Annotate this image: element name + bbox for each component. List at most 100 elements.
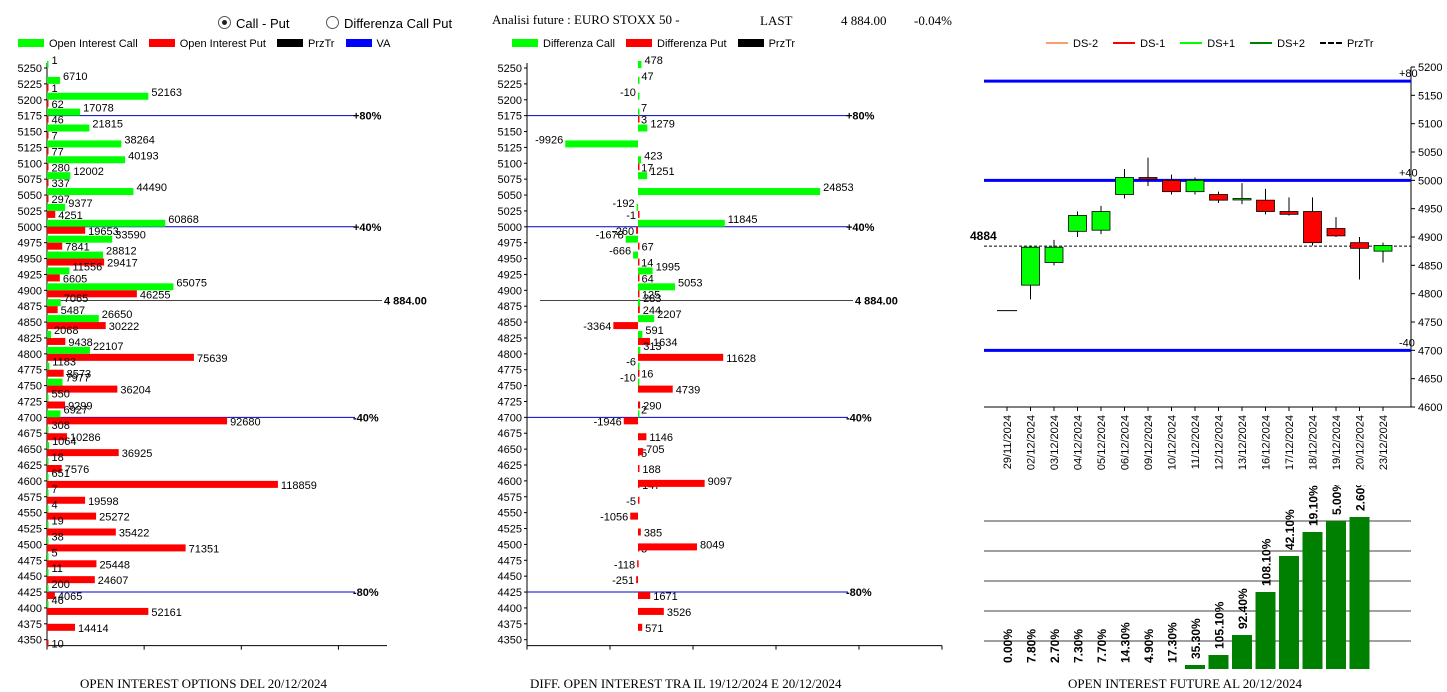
label-diff-call: 1995 — [656, 261, 680, 273]
candle-up — [1068, 215, 1087, 232]
label-call: 200 — [52, 579, 70, 591]
label-call: 38 — [52, 531, 64, 543]
label-put: 30222 — [109, 321, 140, 333]
bar-put — [47, 306, 58, 314]
swatch-prztr3 — [1320, 42, 1343, 44]
bar-diff-call — [636, 203, 639, 211]
strike-label: 4975 — [18, 238, 42, 250]
candle-up — [1021, 246, 1040, 286]
strike-label: 4400 — [498, 603, 522, 615]
label-diff-put: -251 — [612, 575, 634, 587]
last-value: 4 884.00 — [841, 13, 887, 28]
y-tick-label: 5200 — [1418, 62, 1442, 74]
label-put: 280 — [52, 162, 70, 174]
date-label: 03/12/2024 — [1049, 415, 1061, 470]
candle-down — [1256, 199, 1275, 212]
bar-call — [47, 346, 90, 354]
y-tick-label: 4650 — [1418, 374, 1442, 386]
future-oi-bar — [1279, 556, 1299, 669]
label-diff-put-extra: 9097 — [708, 476, 732, 488]
x-tick-label: 50000 — [129, 654, 160, 655]
radio-unselected-icon — [326, 16, 339, 29]
strike-label: 4550 — [18, 508, 42, 520]
legend-prztr2: PrzTr — [768, 38, 796, 50]
bar-call — [47, 315, 99, 323]
strike-label: 5025 — [498, 206, 522, 218]
label-call: 26650 — [102, 309, 133, 321]
bar-diff-call — [638, 267, 653, 275]
strike-label: 5125 — [498, 142, 522, 154]
strike-label: 4875 — [18, 301, 42, 313]
candle-down — [1138, 177, 1158, 180]
date-label: 19/12/2024 — [1331, 415, 1343, 470]
bar-diff-put — [638, 369, 640, 377]
strike-label: 4950 — [498, 254, 522, 266]
label-diff-put: 3526 — [667, 607, 691, 619]
bar-put — [47, 195, 49, 203]
bar-call — [47, 362, 50, 370]
bar-call — [47, 140, 122, 148]
label-diff-call: 2 — [641, 404, 647, 416]
radio-differenza[interactable]: Differenza Call Put — [326, 16, 452, 31]
y-tick-label: 5050 — [1418, 147, 1442, 159]
label-put: 118859 — [281, 480, 317, 492]
bar-call — [47, 585, 49, 593]
strike-label: 5250 — [18, 63, 42, 75]
caption-chart1: OPEN INTEREST OPTIONS DEL 20/12/2024 — [80, 676, 327, 691]
last-change: -0.04% — [914, 13, 952, 28]
price-label: 4 884.00 — [855, 295, 898, 307]
bar-call — [47, 299, 61, 307]
bar-diff-put-extra — [638, 543, 697, 551]
future-oi-label: 2.70% — [1048, 629, 1062, 663]
bar-diff-call — [637, 92, 640, 100]
bar-call — [47, 251, 103, 259]
bar-put — [47, 496, 86, 504]
label-call: 6927 — [63, 404, 87, 416]
label-put: 4065 — [58, 591, 82, 603]
label-call: 28812 — [106, 246, 137, 258]
strike-label: 4500 — [18, 539, 42, 551]
bar-put — [47, 210, 56, 218]
bar-call — [47, 188, 134, 196]
bar-diff-call — [638, 219, 725, 227]
future-oi-bar — [1349, 517, 1370, 669]
strike-label: 4375 — [498, 619, 522, 631]
date-label: 16/12/2024 — [1261, 415, 1273, 470]
strike-label: 4525 — [18, 524, 42, 536]
swatch-call — [18, 39, 44, 47]
bar-diff-put-extra — [638, 448, 644, 456]
legend-prztr3: PrzTr — [1347, 38, 1374, 50]
bar-call — [47, 394, 49, 402]
level-label: -80% — [846, 587, 872, 599]
label-call: 19 — [52, 516, 64, 528]
label-put: 62 — [52, 99, 64, 111]
date-label: 17/12/2024 — [1284, 415, 1296, 470]
candle-up — [1185, 179, 1205, 193]
future-oi-label: 35.30% — [1189, 618, 1203, 659]
strike-label: 4675 — [18, 428, 42, 440]
bar-diff-put — [638, 353, 724, 361]
strike-label: 5200 — [18, 95, 42, 107]
candle-down — [1209, 194, 1228, 201]
bar-diff-put — [638, 242, 640, 250]
level-label: +80% — [846, 111, 875, 123]
future-oi-bar — [1208, 655, 1229, 669]
strike-label: 4675 — [498, 428, 522, 440]
bar-put — [47, 512, 97, 520]
chart-future-open-interest: 0.00% 7.80% 2.70% 7.30% 7.70% 14.30% 4.90% 17.3… — [984, 485, 1411, 669]
strike-label: 4475 — [18, 555, 42, 567]
bar-diff-call — [638, 172, 648, 180]
strike-label: 5150 — [18, 127, 42, 139]
x-tick-label: 8264.42 — [673, 654, 713, 655]
label-call: 5 — [52, 547, 58, 559]
bar-diff-put — [636, 226, 638, 234]
label-call: 9377 — [68, 198, 92, 210]
radio-call-put[interactable]: Call - Put — [218, 16, 289, 31]
strike-label: 5050 — [18, 190, 42, 202]
strike-label: 4800 — [498, 349, 522, 361]
label-diff-put: 1671 — [653, 591, 677, 603]
label-diff-put: 244 — [643, 305, 661, 317]
bar-call — [47, 76, 61, 84]
strike-label: 5000 — [498, 222, 522, 234]
bar-diff-call — [638, 76, 640, 84]
